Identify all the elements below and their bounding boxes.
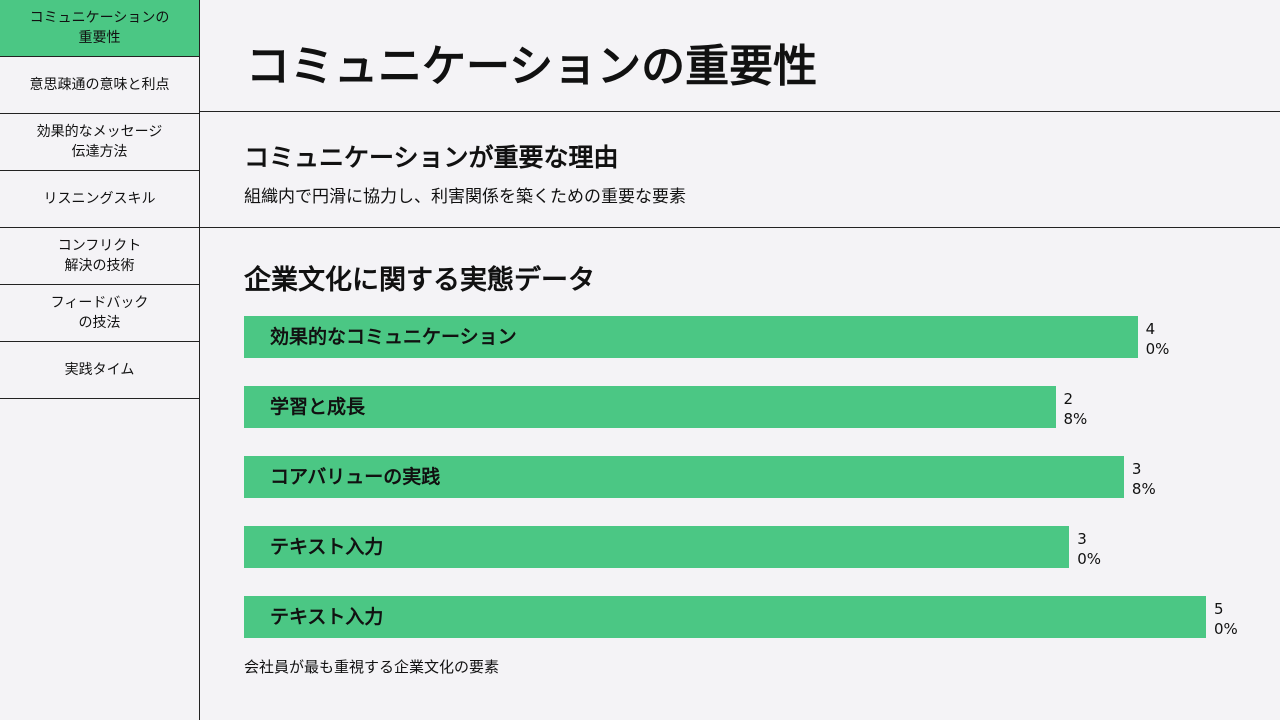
nav-item[interactable]: フィードバック の技法 [0, 285, 199, 342]
bar-label: テキスト入力 [270, 606, 384, 628]
nav-item[interactable]: 効果的なメッセージ 伝達方法 [0, 114, 199, 171]
section-heading: コミュニケーションが重要な理由 [244, 143, 619, 172]
bar-label: コアバリューの実践 [270, 466, 441, 488]
value-label: 40% [1145, 320, 1170, 358]
bar [244, 596, 1206, 638]
chart-caption: 会社員が最も重視する企業文化の要素 [244, 658, 500, 676]
nav-item[interactable]: 意思疎通の意味と利点 [0, 57, 199, 114]
section-text: 組織内で円滑に協力し、利害関係を築くための重要な要素 [244, 187, 686, 207]
bar [244, 526, 1070, 568]
bar-label: 効果的なコミュニケーション [270, 326, 517, 348]
divider [200, 227, 1280, 228]
page-title: コミュニケーションの重要性 [246, 41, 818, 92]
bar [244, 456, 1124, 498]
chart-title: 企業文化に関する実態データ [244, 265, 595, 296]
sidebar: コミュニケーションの 重要性 意思疎通の意味と利点 効果的なメッセージ 伝達方法 リス… [0, 0, 200, 720]
divider [200, 111, 1280, 112]
value-label: 30% [1077, 530, 1101, 568]
nav-item[interactable]: コミュニケーションの 重要性 [0, 0, 199, 57]
nav-item[interactable]: 実践タイム [0, 342, 199, 399]
nav-item[interactable]: コンフリクト 解決の技術 [0, 228, 199, 285]
value-label: 38% [1131, 460, 1156, 498]
value-label: 28% [1063, 390, 1088, 428]
bar [244, 386, 1056, 428]
nav-item[interactable]: リスニングスキル [0, 171, 199, 228]
bar-label: テキスト入力 [270, 536, 384, 558]
bar [244, 316, 1138, 358]
value-label: 50% [1214, 600, 1238, 638]
bar-label: 学習と成長 [270, 396, 366, 418]
